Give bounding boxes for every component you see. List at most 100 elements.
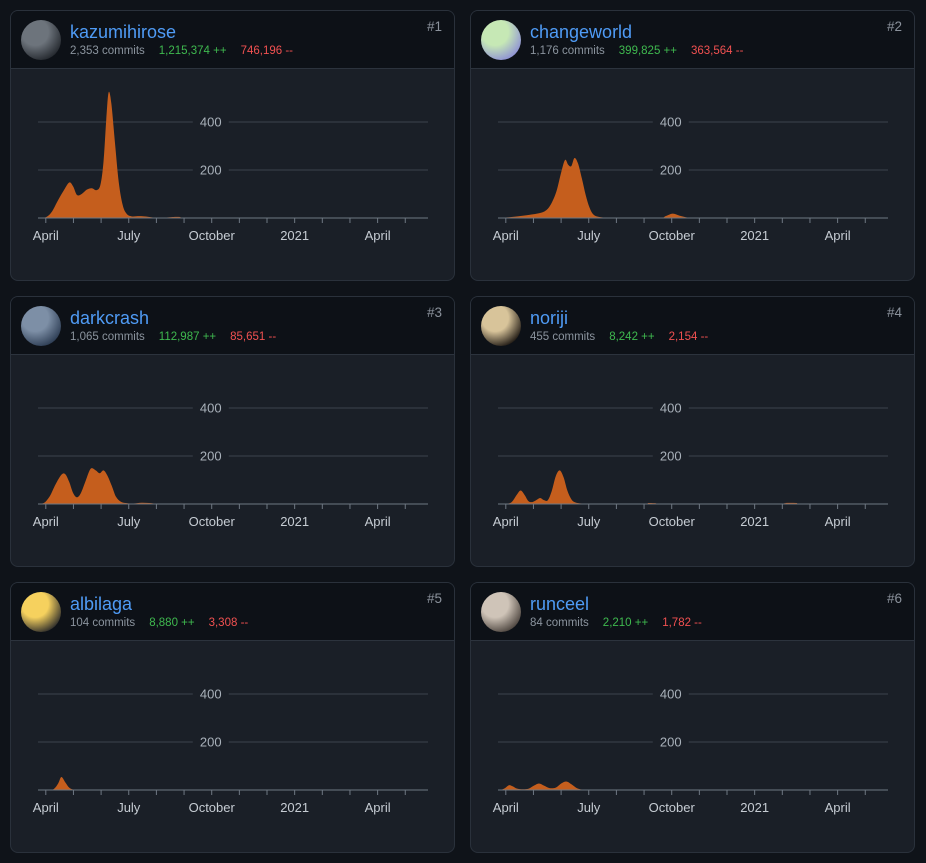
username-link[interactable]: noriji xyxy=(530,308,569,328)
commit-count: 1,065 commits xyxy=(70,331,145,343)
svg-text:April: April xyxy=(33,228,59,243)
svg-text:400: 400 xyxy=(200,687,222,702)
identity-block: darkcrash 1,065 commits 112,987 ++ 85,65… xyxy=(70,308,276,343)
contributor-card-header: albilaga 104 commits 8,880 ++ 3,308 -- #… xyxy=(11,583,454,641)
svg-text:October: October xyxy=(649,228,696,243)
commit-activity-chart: 400 200 April July October 2021 April xyxy=(471,355,914,566)
svg-text:July: July xyxy=(577,228,601,243)
deletions-count: 3,308 -- xyxy=(208,617,249,629)
commit-activity-chart: 400 200 April July October 2021 April xyxy=(11,355,454,566)
additions-count: 8,242 ++ xyxy=(609,331,655,343)
svg-text:April: April xyxy=(365,800,391,815)
svg-text:April: April xyxy=(33,800,59,815)
username-link[interactable]: runceel xyxy=(530,594,590,614)
contributor-stats: 455 commits 8,242 ++ 2,154 -- xyxy=(530,331,708,343)
contributor-card: changeworld 1,176 commits 399,825 ++ 363… xyxy=(470,10,915,281)
svg-text:October: October xyxy=(649,800,696,815)
svg-text:200: 200 xyxy=(200,449,222,464)
deletions-count: 363,564 -- xyxy=(690,45,744,57)
commit-count: 2,353 commits xyxy=(70,45,145,57)
svg-text:400: 400 xyxy=(660,401,682,416)
additions-count: 112,987 ++ xyxy=(158,331,217,343)
identity-block: albilaga 104 commits 8,880 ++ 3,308 -- xyxy=(70,594,248,629)
svg-text:400: 400 xyxy=(200,401,222,416)
area-chart-svg: 400 200 April July October 2021 April xyxy=(33,687,428,815)
svg-text:2021: 2021 xyxy=(740,800,769,815)
svg-text:July: July xyxy=(577,800,601,815)
svg-text:April: April xyxy=(493,800,519,815)
svg-text:April: April xyxy=(493,228,519,243)
commit-count: 104 commits xyxy=(70,617,136,629)
svg-text:200: 200 xyxy=(200,735,222,750)
svg-text:400: 400 xyxy=(660,687,682,702)
identity-block: kazumihirose 2,353 commits 1,215,374 ++ … xyxy=(70,22,293,57)
contributor-card: darkcrash 1,065 commits 112,987 ++ 85,65… xyxy=(10,296,455,567)
contributor-card: runceel 84 commits 2,210 ++ 1,782 -- #6 … xyxy=(470,582,915,853)
area-chart-svg: 400 200 April July October 2021 April xyxy=(33,91,428,243)
username-link[interactable]: kazumihirose xyxy=(70,22,177,42)
svg-text:July: July xyxy=(117,228,141,243)
svg-text:400: 400 xyxy=(200,115,222,130)
contributor-stats: 2,353 commits 1,215,374 ++ 746,196 -- xyxy=(70,45,293,57)
contributor-card-header: darkcrash 1,065 commits 112,987 ++ 85,65… xyxy=(11,297,454,355)
identity-block: changeworld 1,176 commits 399,825 ++ 363… xyxy=(530,22,743,57)
svg-text:April: April xyxy=(365,228,391,243)
additions-count: 399,825 ++ xyxy=(618,45,677,57)
commit-activity-chart: 400 200 April July October 2021 April xyxy=(11,641,454,852)
contributor-card-header: noriji 455 commits 8,242 ++ 2,154 -- #4 xyxy=(471,297,914,355)
svg-text:October: October xyxy=(189,514,236,529)
commit-count: 1,176 commits xyxy=(530,45,605,57)
svg-text:200: 200 xyxy=(660,735,682,750)
contributor-stats: 104 commits 8,880 ++ 3,308 -- xyxy=(70,617,248,629)
contributor-card-header: changeworld 1,176 commits 399,825 ++ 363… xyxy=(471,11,914,69)
svg-text:200: 200 xyxy=(200,163,222,178)
area-chart-svg: 400 200 April July October 2021 April xyxy=(493,687,888,815)
svg-text:2021: 2021 xyxy=(280,228,309,243)
username-link[interactable]: changeworld xyxy=(530,22,633,42)
additions-count: 8,880 ++ xyxy=(149,617,195,629)
rank-badge: #1 xyxy=(426,19,442,34)
contributor-card: albilaga 104 commits 8,880 ++ 3,308 -- #… xyxy=(10,582,455,853)
avatar[interactable] xyxy=(481,591,521,632)
contributor-card-header: kazumihirose 2,353 commits 1,215,374 ++ … xyxy=(11,11,454,69)
avatar[interactable] xyxy=(21,591,61,632)
additions-count: 2,210 ++ xyxy=(602,617,649,629)
contributor-stats: 1,176 commits 399,825 ++ 363,564 -- xyxy=(530,45,743,57)
contributor-card-header: runceel 84 commits 2,210 ++ 1,782 -- #6 xyxy=(471,583,914,641)
svg-text:2021: 2021 xyxy=(740,228,769,243)
username-link[interactable]: darkcrash xyxy=(70,308,150,328)
svg-text:April: April xyxy=(493,514,519,529)
deletions-count: 2,154 -- xyxy=(668,331,709,343)
identity-block: noriji 455 commits 8,242 ++ 2,154 -- xyxy=(530,308,708,343)
svg-text:2021: 2021 xyxy=(280,800,309,815)
svg-text:July: July xyxy=(117,800,141,815)
svg-text:April: April xyxy=(33,514,59,529)
svg-text:July: July xyxy=(577,514,601,529)
area-chart-svg: 400 200 April July October 2021 April xyxy=(33,401,428,529)
username-link[interactable]: albilaga xyxy=(70,594,133,614)
svg-text:April: April xyxy=(825,800,851,815)
avatar[interactable] xyxy=(21,305,61,346)
svg-text:October: October xyxy=(649,514,696,529)
area-chart-svg: 400 200 April July October 2021 April xyxy=(493,115,888,243)
avatar[interactable] xyxy=(481,305,521,346)
avatar[interactable] xyxy=(21,19,61,60)
deletions-count: 746,196 -- xyxy=(240,45,294,57)
contributor-stats: 1,065 commits 112,987 ++ 85,651 -- xyxy=(70,331,276,343)
area-chart-svg: 400 200 April July October 2021 April xyxy=(493,401,888,529)
svg-text:April: April xyxy=(825,514,851,529)
rank-badge: #2 xyxy=(886,19,902,34)
rank-badge: #3 xyxy=(426,305,442,320)
deletions-count: 85,651 -- xyxy=(230,331,277,343)
avatar[interactable] xyxy=(481,19,521,60)
additions-count: 1,215,374 ++ xyxy=(158,45,227,57)
commit-activity-chart: 400 200 April July October 2021 April xyxy=(471,641,914,852)
contributor-card: kazumihirose 2,353 commits 1,215,374 ++ … xyxy=(10,10,455,281)
svg-text:400: 400 xyxy=(660,115,682,130)
svg-text:2021: 2021 xyxy=(280,514,309,529)
commit-activity-chart: 400 200 April July October 2021 April xyxy=(11,69,454,280)
contributor-stats: 84 commits 2,210 ++ 1,782 -- xyxy=(530,617,702,629)
contributor-card: noriji 455 commits 8,242 ++ 2,154 -- #4 … xyxy=(470,296,915,567)
commit-count: 84 commits xyxy=(530,617,589,629)
rank-badge: #4 xyxy=(886,305,902,320)
